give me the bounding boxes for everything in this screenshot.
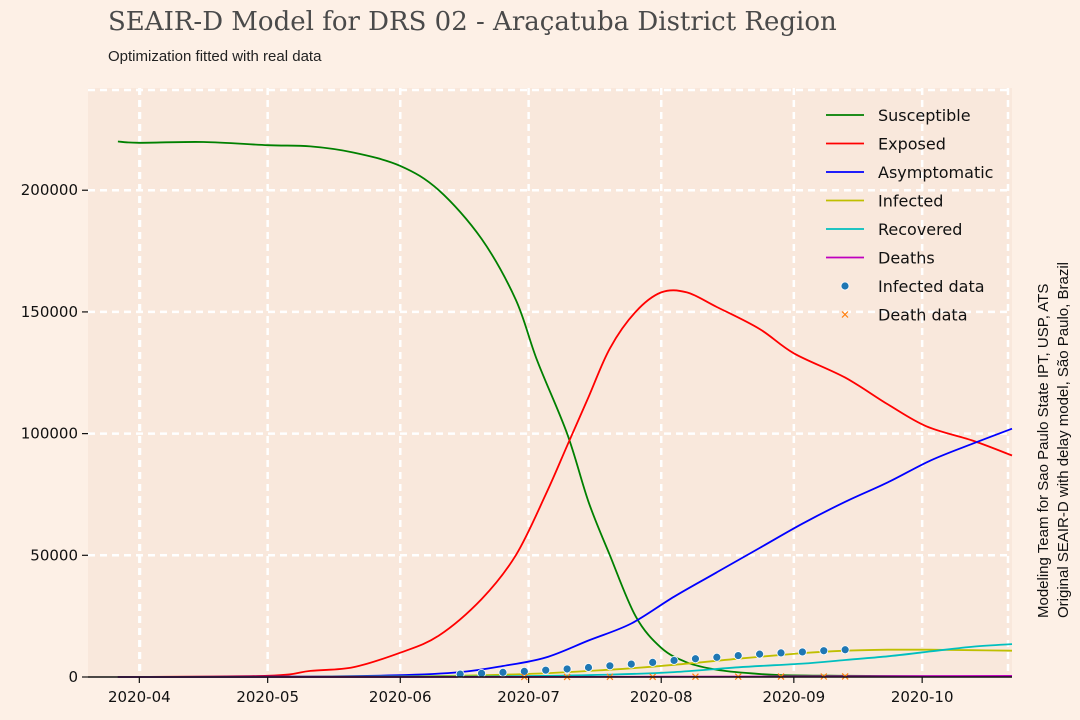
infected-data-point bbox=[455, 669, 465, 679]
legend-label: Death data bbox=[878, 306, 968, 325]
x-tick-label: 2020-04 bbox=[108, 688, 171, 706]
infected-data-point bbox=[584, 663, 593, 672]
infected-data-point bbox=[776, 648, 786, 658]
x-tick-label: 2020-06 bbox=[369, 688, 432, 706]
data-markers bbox=[455, 645, 850, 681]
x-tick-label: 2020-05 bbox=[236, 688, 299, 706]
legend-item-asymptomatic: Asymptomatic bbox=[826, 163, 993, 182]
plot-area bbox=[88, 88, 1012, 677]
legend-label: Exposed bbox=[878, 135, 946, 154]
series-line-asymptomatic bbox=[117, 427, 1013, 678]
side-note-line-2: Original SEAIR-D with delay model, São P… bbox=[1055, 262, 1072, 618]
legend-item-recovered: Recovered bbox=[826, 220, 962, 239]
infected-data-point bbox=[562, 664, 572, 674]
legend-item-susceptible: Susceptible bbox=[826, 106, 971, 125]
infected-data-point bbox=[840, 645, 850, 655]
y-tick-label: 200000 bbox=[21, 181, 78, 199]
legend-item-infected_data: Infected data bbox=[840, 277, 985, 296]
infected-data-point bbox=[541, 665, 551, 675]
infected-data-point bbox=[712, 652, 722, 662]
infected-data-point bbox=[691, 654, 700, 664]
series-line-exposed bbox=[117, 289, 1013, 678]
series-line-susceptible bbox=[117, 140, 1013, 678]
legend-item-exposed: Exposed bbox=[826, 135, 946, 154]
side-note: Modeling Team for Sao Paulo State IPT, U… bbox=[1035, 262, 1072, 618]
legend: Susceptible Exposed Asymptomatic Infected Re… bbox=[826, 106, 993, 325]
x-tick-label: 2020-08 bbox=[630, 688, 693, 706]
chart-title: SEAIR-D Model for DRS 02 - Araçatuba Dis… bbox=[108, 7, 837, 37]
infected-data-point bbox=[498, 667, 508, 677]
y-tick-label: 50000 bbox=[30, 546, 78, 564]
infected-data-point bbox=[797, 647, 807, 657]
legend-label: Infected data bbox=[878, 277, 985, 296]
legend-label: Infected bbox=[878, 192, 943, 211]
legend-label: Recovered bbox=[878, 220, 962, 239]
chart-subtitle: Optimization fitted with real data bbox=[108, 48, 322, 65]
infected-data-point bbox=[477, 668, 486, 678]
y-tick-label: 100000 bbox=[21, 425, 78, 443]
legend-swatch bbox=[840, 281, 850, 291]
x-tick-label: 2020-07 bbox=[497, 688, 560, 706]
infected-data-point bbox=[626, 659, 636, 669]
legend-label: Deaths bbox=[878, 249, 935, 268]
infected-data-point bbox=[819, 646, 829, 656]
x-axis-ticks: 2020-04 2020-05 2020-06 2020-07 2020-08 2020-… bbox=[108, 677, 954, 706]
x-tick-label: 2020-10 bbox=[891, 688, 954, 706]
x-tick-label: 2020-09 bbox=[762, 688, 825, 706]
y-tick-label: 150000 bbox=[21, 303, 78, 321]
legend-item-death_data: Death data bbox=[841, 306, 968, 325]
legend-label: Asymptomatic bbox=[878, 163, 993, 182]
legend-label: Susceptible bbox=[878, 106, 971, 125]
grid bbox=[88, 88, 1012, 677]
infected-data-point bbox=[733, 651, 743, 660]
infected-data-point bbox=[669, 656, 679, 665]
infected-data-point bbox=[605, 661, 615, 671]
infected-data-point bbox=[755, 649, 765, 659]
side-note-line-1: Modeling Team for Sao Paulo State IPT, U… bbox=[1035, 284, 1052, 618]
y-tick-label: 0 bbox=[68, 668, 78, 686]
infected-data-point bbox=[519, 667, 529, 676]
infected-data-point bbox=[648, 657, 658, 667]
legend-item-deaths: Deaths bbox=[826, 249, 935, 268]
y-axis-ticks: 0 50000 100000 150000 200000 bbox=[21, 181, 88, 686]
legend-item-infected: Infected bbox=[826, 192, 943, 211]
